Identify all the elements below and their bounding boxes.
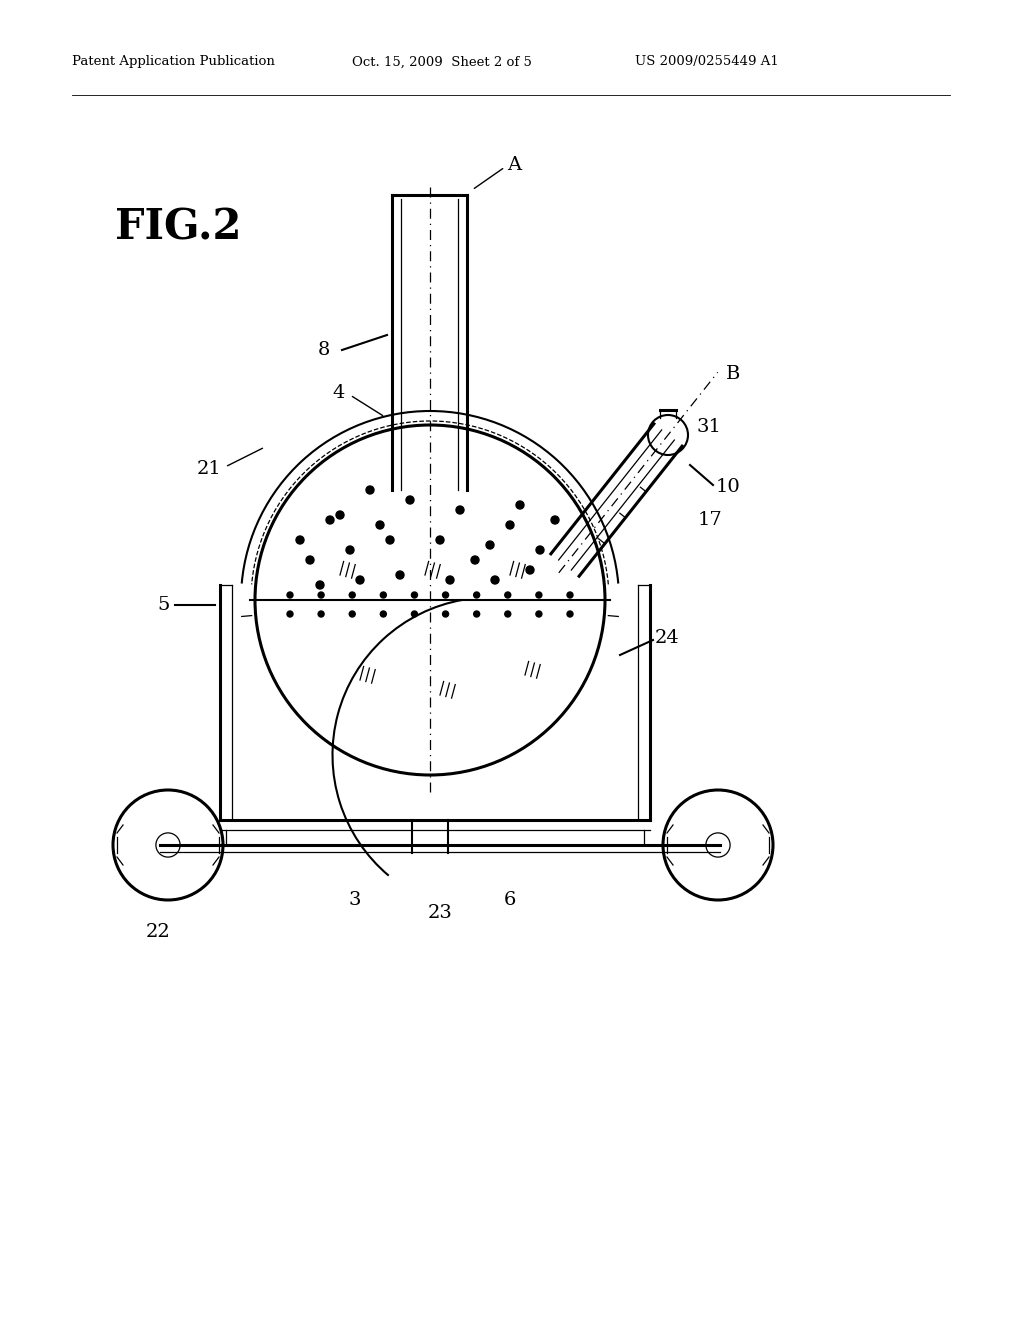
- Circle shape: [396, 572, 404, 579]
- Text: Oct. 15, 2009  Sheet 2 of 5: Oct. 15, 2009 Sheet 2 of 5: [352, 55, 531, 69]
- Circle shape: [505, 591, 511, 598]
- Circle shape: [551, 516, 559, 524]
- Text: 17: 17: [698, 511, 723, 529]
- Circle shape: [380, 591, 386, 598]
- Circle shape: [316, 581, 324, 589]
- Text: 6: 6: [504, 891, 516, 909]
- Circle shape: [536, 611, 542, 616]
- Text: B: B: [726, 366, 740, 383]
- Circle shape: [442, 611, 449, 616]
- Circle shape: [366, 486, 374, 494]
- Circle shape: [380, 611, 386, 616]
- Circle shape: [287, 591, 293, 598]
- Circle shape: [442, 591, 449, 598]
- Circle shape: [326, 516, 334, 524]
- Text: US 2009/0255449 A1: US 2009/0255449 A1: [635, 55, 778, 69]
- Circle shape: [436, 536, 444, 544]
- Circle shape: [386, 536, 394, 544]
- Circle shape: [516, 502, 524, 510]
- Circle shape: [406, 496, 414, 504]
- Circle shape: [526, 566, 534, 574]
- Text: 24: 24: [655, 630, 680, 647]
- Circle shape: [474, 591, 479, 598]
- Text: 21: 21: [197, 459, 221, 478]
- Circle shape: [506, 521, 514, 529]
- Circle shape: [318, 611, 325, 616]
- Circle shape: [349, 611, 355, 616]
- Circle shape: [346, 546, 354, 554]
- Circle shape: [505, 611, 511, 616]
- Circle shape: [306, 556, 314, 564]
- Text: 31: 31: [696, 418, 721, 436]
- Circle shape: [412, 591, 418, 598]
- Circle shape: [567, 611, 573, 616]
- Circle shape: [287, 611, 293, 616]
- Text: 10: 10: [716, 478, 740, 496]
- Circle shape: [567, 591, 573, 598]
- Text: 3: 3: [349, 891, 361, 909]
- Circle shape: [471, 556, 479, 564]
- Circle shape: [376, 521, 384, 529]
- Text: A: A: [507, 156, 521, 174]
- Text: 4: 4: [333, 384, 345, 403]
- Circle shape: [296, 536, 304, 544]
- Circle shape: [412, 611, 418, 616]
- Text: Patent Application Publication: Patent Application Publication: [72, 55, 274, 69]
- Circle shape: [474, 611, 479, 616]
- Text: 22: 22: [145, 923, 170, 941]
- Circle shape: [356, 576, 364, 583]
- Text: 23: 23: [428, 904, 453, 921]
- Circle shape: [486, 541, 494, 549]
- Circle shape: [536, 591, 542, 598]
- Circle shape: [490, 576, 499, 583]
- Circle shape: [336, 511, 344, 519]
- Circle shape: [349, 591, 355, 598]
- Circle shape: [318, 591, 325, 598]
- Circle shape: [536, 546, 544, 554]
- Text: 8: 8: [317, 341, 330, 359]
- Text: 5: 5: [158, 597, 170, 614]
- Circle shape: [456, 506, 464, 513]
- Text: FIG.2: FIG.2: [115, 207, 242, 249]
- Circle shape: [446, 576, 454, 583]
